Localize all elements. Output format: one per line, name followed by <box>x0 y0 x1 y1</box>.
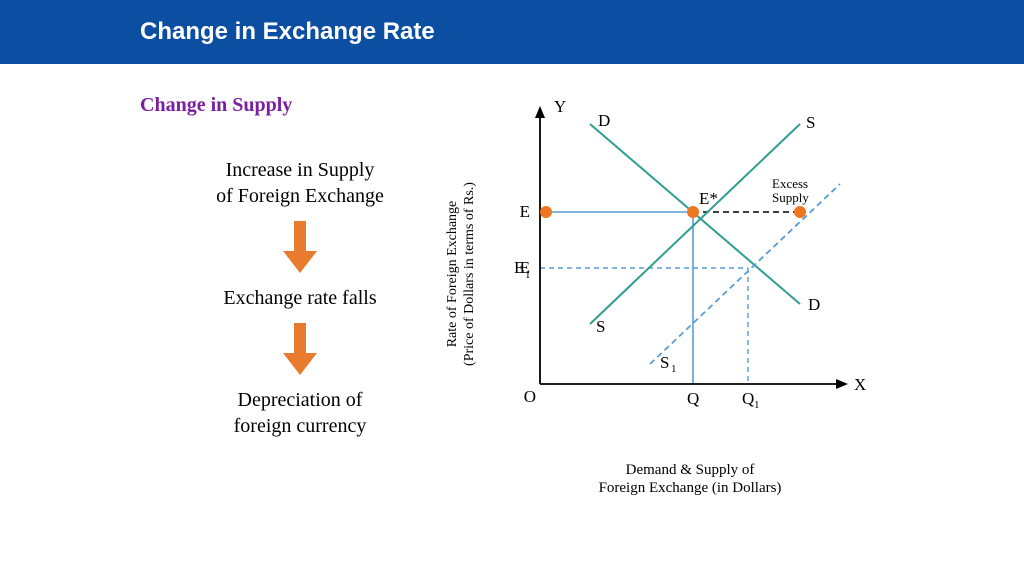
subtitle: Change in Supply <box>140 94 460 117</box>
arrow-down-icon <box>283 221 317 273</box>
flow-step-1: Increase in Supply of Foreign Exchange <box>140 157 460 209</box>
chart-svg: YXODDSSS1EE*EE1QQ1ExcessSupply <box>480 94 880 414</box>
svg-text:Excess: Excess <box>772 176 808 191</box>
svg-text:1: 1 <box>525 269 531 281</box>
supply-demand-chart: Rate of Foreign Exchange (Price of Dolla… <box>480 94 900 454</box>
flow-step-2: Exchange rate falls <box>140 285 460 311</box>
svg-text:X: X <box>854 375 866 394</box>
x-axis-label: Demand & Supply of Foreign Exchange (in … <box>599 461 782 499</box>
arrow-down-icon <box>283 323 317 375</box>
svg-text:S: S <box>596 317 605 336</box>
svg-text:Q: Q <box>742 389 754 408</box>
svg-text:E*: E* <box>699 189 718 208</box>
svg-text:E: E <box>520 202 530 221</box>
page-title: Change in Exchange Rate <box>140 18 435 45</box>
svg-text:D: D <box>808 295 820 314</box>
flow-step-3: Depreciation of foreign currency <box>140 387 460 439</box>
flow-step-3-line2: foreign currency <box>234 415 367 437</box>
svg-text:S: S <box>660 353 669 372</box>
flow-step-1-line1: Increase in Supply <box>226 159 375 181</box>
svg-text:O: O <box>524 387 536 406</box>
y-axis-label: Rate of Foreign Exchange (Price of Dolla… <box>445 182 479 366</box>
svg-text:S: S <box>806 113 815 132</box>
right-column: Rate of Foreign Exchange (Price of Dolla… <box>460 94 984 454</box>
left-column: Change in Supply Increase in Supply of F… <box>140 94 460 454</box>
flow-step-1-line2: of Foreign Exchange <box>216 185 384 207</box>
svg-text:1: 1 <box>671 363 677 375</box>
svg-text:Q: Q <box>687 389 699 408</box>
content-area: Change in Supply Increase in Supply of F… <box>0 64 1024 454</box>
svg-text:D: D <box>598 111 610 130</box>
svg-text:Y: Y <box>554 97 566 116</box>
page-header: Change in Exchange Rate <box>0 0 1024 64</box>
svg-text:Supply: Supply <box>772 190 809 205</box>
flow-step-3-line1: Depreciation of <box>238 389 363 411</box>
svg-text:E: E <box>514 258 524 277</box>
svg-text:1: 1 <box>754 399 760 411</box>
